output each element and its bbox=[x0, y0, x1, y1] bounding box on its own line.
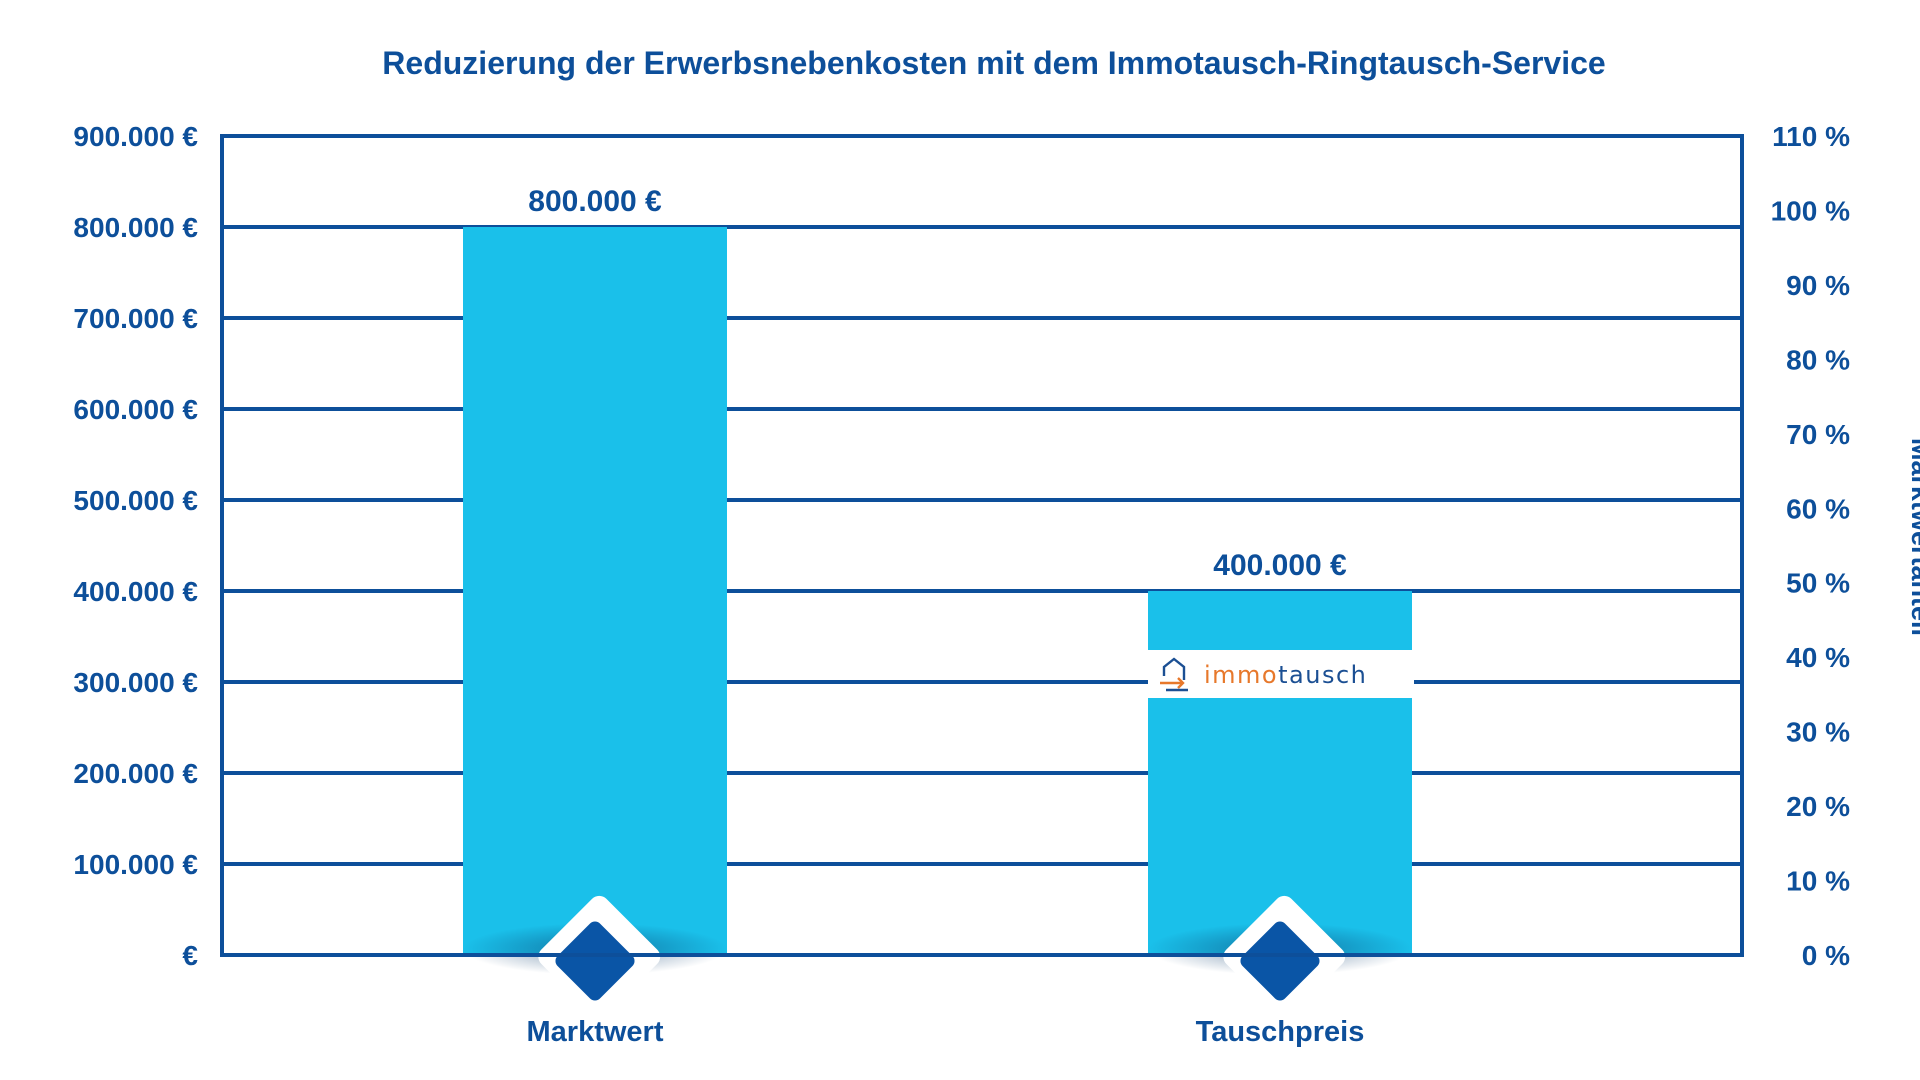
y2-tick-label: 20 % bbox=[1786, 791, 1850, 822]
data-label: 400.000 € bbox=[1213, 549, 1347, 582]
y2-tick-label: 0 % bbox=[1802, 940, 1850, 971]
y2-tick-label: 40 % bbox=[1786, 642, 1850, 673]
y-tick-label: 300.000 € bbox=[73, 667, 198, 698]
immotausch-logo: immotausch bbox=[1148, 650, 1414, 698]
y2-axis-label: Marktwertanteil bbox=[1906, 438, 1920, 636]
data-label: 800.000 € bbox=[528, 185, 662, 218]
logo-prefix: immo bbox=[1204, 661, 1278, 689]
x-axis-ticks: Marktwert Tauschpreis bbox=[527, 1016, 1365, 1048]
diamond-marker bbox=[1240, 921, 1320, 1001]
y2-tick-label: 110 % bbox=[1772, 121, 1850, 152]
y2-tick-label: 70 % bbox=[1786, 419, 1850, 450]
bars bbox=[463, 227, 1412, 1018]
y-tick-label: 900.000 € bbox=[73, 121, 198, 152]
y2-tick-label: 60 % bbox=[1786, 493, 1850, 524]
y2-tick-label: 10 % bbox=[1786, 866, 1850, 897]
x-tick-label: Tauschpreis bbox=[1196, 1016, 1365, 1048]
y-tick-label: 100.000 € bbox=[73, 849, 198, 880]
logo-suffix: tausch bbox=[1278, 661, 1367, 689]
svg-text:immotausch: immotausch bbox=[1204, 661, 1367, 689]
y-tick-label: 500.000 € bbox=[73, 485, 198, 516]
data-labels: 800.000 € 400.000 € bbox=[528, 185, 1347, 582]
y2-tick-label: 100 % bbox=[1771, 195, 1850, 226]
y2-tick-label: 80 % bbox=[1786, 344, 1850, 375]
y-tick-label: 800.000 € bbox=[73, 212, 198, 243]
bar bbox=[463, 227, 727, 955]
y-tick-label: € bbox=[182, 940, 198, 971]
grid-lines bbox=[222, 225, 1742, 866]
y2-tick-label: 30 % bbox=[1786, 717, 1850, 748]
plot-frame bbox=[220, 134, 1744, 957]
y-tick-label: 700.000 € bbox=[73, 303, 198, 334]
y2-tick-label: 50 % bbox=[1786, 568, 1850, 599]
y-tick-label: 400.000 € bbox=[73, 576, 198, 607]
y2-tick-label: 90 % bbox=[1786, 270, 1850, 301]
y-axis-ticks: €100.000 € 200.000 € 300.000 € 400.000 € 500… bbox=[73, 121, 198, 971]
y-tick-label: 200.000 € bbox=[73, 758, 198, 789]
y-tick-label: 600.000 € bbox=[73, 394, 198, 425]
x-tick-label: Marktwert bbox=[527, 1016, 664, 1048]
logo-background bbox=[1148, 650, 1414, 698]
y2-axis-ticks: 0 % 10 % 20 % 30 % 40 % 50 % 60 % 70 % 80 % 90 % 1… bbox=[1771, 121, 1851, 971]
chart-title: Reduzierung der Erwerbsnebenkosten mit d… bbox=[382, 45, 1605, 81]
diamond-marker bbox=[555, 921, 635, 1001]
house-swap-icon bbox=[1160, 657, 1188, 692]
